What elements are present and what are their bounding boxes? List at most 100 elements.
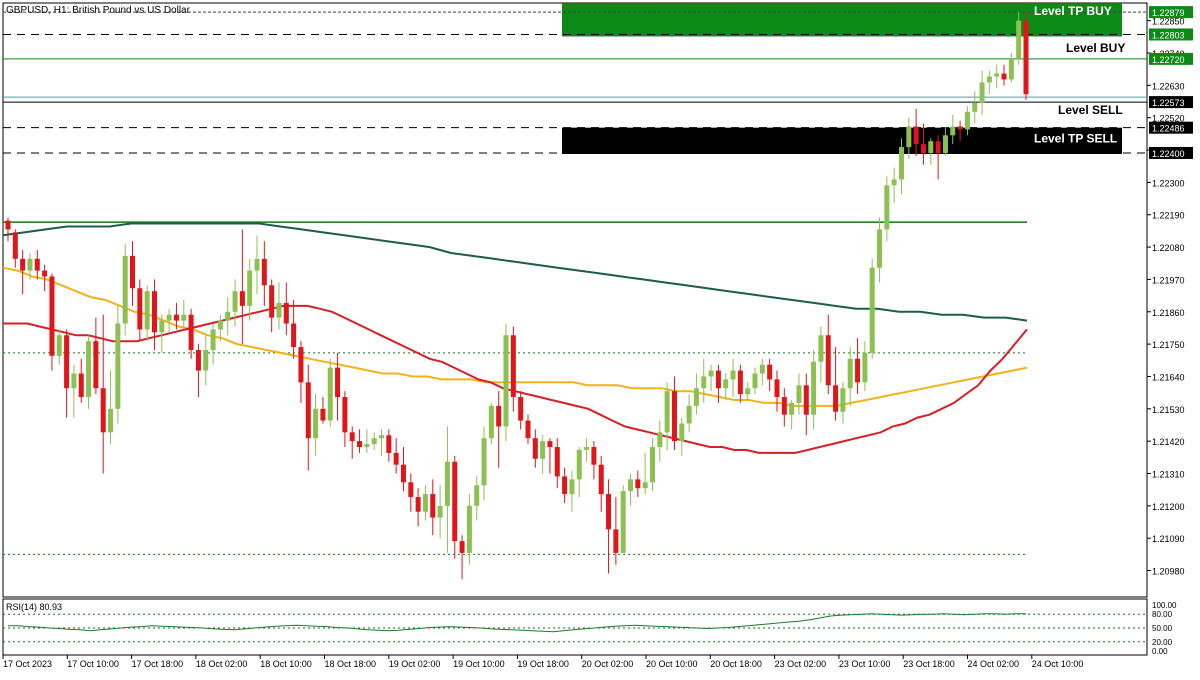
candle-body bbox=[715, 370, 721, 389]
rsi-plot-frame bbox=[2, 598, 1148, 656]
candle-body bbox=[481, 438, 487, 486]
candle-body bbox=[818, 335, 824, 362]
x-tick-label: 19 Oct 02:00 bbox=[389, 659, 441, 669]
candle-body bbox=[884, 185, 890, 230]
candle-body bbox=[452, 461, 458, 542]
candle-body bbox=[1001, 73, 1007, 80]
candle-body bbox=[847, 358, 853, 389]
candle-body bbox=[759, 364, 765, 374]
rsi-y-tick-label: 100.00 bbox=[1152, 601, 1177, 610]
x-tick-label: 17 Oct 10:00 bbox=[67, 659, 119, 669]
candle-body bbox=[825, 335, 831, 386]
candle-body bbox=[415, 497, 421, 512]
candle-body bbox=[49, 276, 55, 356]
candle-body bbox=[210, 329, 216, 350]
x-tick-label: 20 Oct 02:00 bbox=[582, 659, 634, 669]
candle-body bbox=[34, 258, 40, 271]
x-tick-label: 20 Oct 18:00 bbox=[710, 659, 762, 669]
candle-body bbox=[562, 476, 568, 495]
candle-body bbox=[459, 541, 465, 553]
x-tick-label: 18 Oct 18:00 bbox=[325, 659, 377, 669]
candle-body bbox=[217, 320, 223, 330]
candle-body bbox=[598, 464, 604, 495]
candle-body bbox=[913, 126, 919, 145]
y-tick-label: 1.21970 bbox=[1152, 275, 1185, 285]
price-label: 1.22573 bbox=[1152, 98, 1185, 108]
candle-body bbox=[606, 494, 612, 530]
candle-body bbox=[796, 385, 802, 403]
candle-body bbox=[305, 382, 311, 439]
x-tick-label: 18 Oct 02:00 bbox=[196, 659, 248, 669]
candle-body bbox=[144, 291, 150, 330]
label-level-buy: Level BUY bbox=[1066, 41, 1125, 55]
y-tick-label: 1.22300 bbox=[1152, 178, 1185, 188]
candle-body bbox=[108, 408, 114, 433]
candle-body bbox=[291, 323, 297, 348]
candle-body bbox=[576, 449, 582, 480]
candle-body bbox=[708, 370, 714, 377]
candle-body bbox=[950, 126, 956, 136]
rsi-y-tick-label: 20.00 bbox=[1152, 638, 1173, 647]
x-tick-label: 24 Oct 10:00 bbox=[1032, 659, 1084, 669]
candle-body bbox=[957, 126, 963, 130]
candle-body bbox=[100, 388, 106, 433]
candle-body bbox=[774, 379, 780, 398]
candles-group bbox=[5, 11, 1029, 580]
y-tick-label: 1.21750 bbox=[1152, 340, 1185, 350]
candle-body bbox=[869, 267, 875, 353]
y-tick-label: 1.21090 bbox=[1152, 534, 1185, 544]
candle-body bbox=[767, 364, 773, 380]
candle-body bbox=[342, 397, 348, 433]
price-label-box bbox=[1149, 146, 1193, 159]
y-tick-label: 1.22190 bbox=[1152, 211, 1185, 221]
candle-body bbox=[130, 255, 136, 289]
y-tick-label: 1.21640 bbox=[1152, 372, 1185, 382]
candle-body bbox=[408, 482, 414, 498]
candle-body bbox=[752, 373, 758, 389]
candle-body bbox=[225, 311, 231, 321]
candle-body bbox=[371, 438, 377, 445]
candle-body bbox=[737, 370, 743, 395]
x-tick-label: 23 Oct 10:00 bbox=[839, 659, 891, 669]
candle-body bbox=[239, 291, 245, 306]
rsi-line bbox=[8, 613, 1026, 633]
candle-body bbox=[56, 335, 62, 356]
candle-body bbox=[27, 258, 33, 271]
x-tick-label: 24 Oct 02:00 bbox=[968, 659, 1020, 669]
candle-body bbox=[247, 270, 253, 306]
candle-body bbox=[283, 302, 289, 324]
candle-body bbox=[181, 314, 187, 321]
candle-body bbox=[972, 102, 978, 112]
rsi-label: RSI(14) 80.93 bbox=[6, 602, 62, 612]
candle-body bbox=[920, 144, 926, 153]
candle-body bbox=[269, 285, 275, 318]
candle-body bbox=[679, 423, 685, 442]
candle-body bbox=[510, 335, 516, 398]
label-level-tp-buy: Level TP BUY bbox=[1034, 4, 1112, 18]
candle-body bbox=[1016, 20, 1022, 59]
candle-body bbox=[444, 461, 450, 506]
candle-body bbox=[584, 447, 590, 450]
y-tick-label: 1.21200 bbox=[1152, 502, 1185, 512]
y-tick-label: 1.22520 bbox=[1152, 114, 1185, 124]
candle-body bbox=[862, 352, 868, 383]
rsi-y-tick-label: 80.00 bbox=[1152, 610, 1173, 619]
candle-body bbox=[935, 141, 941, 153]
candle-body bbox=[474, 485, 480, 506]
candle-body bbox=[159, 320, 165, 333]
candle-body bbox=[466, 505, 472, 553]
price-label: 1.22486 bbox=[1152, 124, 1185, 134]
candle-body bbox=[254, 258, 260, 271]
candle-body bbox=[20, 258, 26, 271]
candle-body bbox=[877, 229, 883, 268]
candle-body bbox=[393, 452, 399, 465]
candle-body bbox=[327, 367, 333, 421]
candle-body bbox=[137, 288, 143, 330]
candle-body bbox=[840, 388, 846, 412]
y-tick-label: 1.22850 bbox=[1152, 17, 1185, 27]
candle-body bbox=[195, 349, 201, 371]
candle-body bbox=[642, 482, 648, 489]
candle-body bbox=[400, 464, 406, 483]
y-tick-label: 1.22080 bbox=[1152, 243, 1185, 253]
